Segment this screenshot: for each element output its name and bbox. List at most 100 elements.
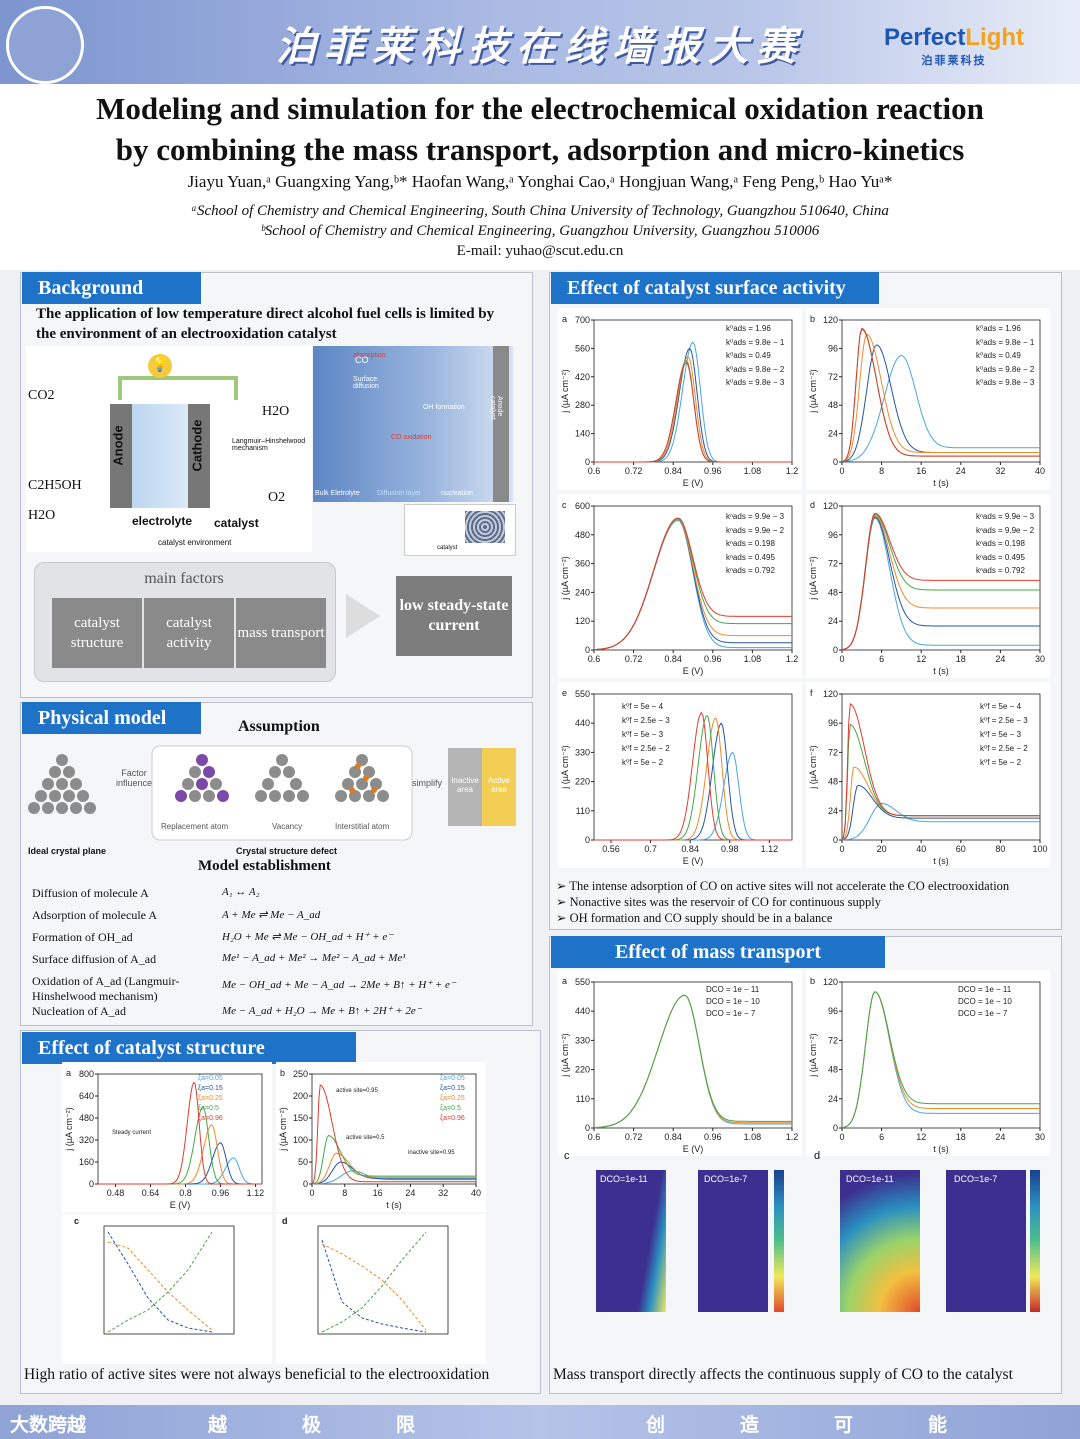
x-tick-label: 0 (309, 1188, 314, 1198)
legend-entry: k⁰f = 5e − 2 (980, 758, 1022, 767)
structure-legend-b: ξa=0.05 ξa=0.15 ξa=0.25 ξa=0.5 ξa=0.96 (440, 1074, 465, 1124)
series-line (841, 512, 1040, 651)
co-stack: CO (355, 354, 369, 366)
x-tick-label: 32 (995, 466, 1005, 476)
legend-entry: kⁿads = 0.495 (726, 552, 775, 562)
x-tick-label: 1.08 (744, 1132, 762, 1142)
legend-entry: k⁰f = 5e − 3 (622, 730, 664, 739)
model-row-name: Adsorption of molecule A (32, 908, 157, 922)
mechanism-diagram: absorption Surface diffusion OH formatio… (313, 346, 513, 502)
structure-heading: Effect of catalyst structure (22, 1032, 356, 1064)
x-axis-label: E (V) (170, 1200, 191, 1210)
electrolyte-block (132, 404, 188, 508)
x-axis-label: t (s) (933, 1144, 949, 1154)
banner (0, 0, 1080, 84)
series-line (594, 517, 792, 651)
plot-frame (593, 319, 793, 463)
series-line (841, 354, 1040, 463)
legend-entry: ξa=0.96 (440, 1115, 465, 1122)
y-tick-label: 360 (575, 559, 590, 569)
panel-letter: a (66, 1068, 71, 1078)
activity-legend-a: k⁰ads = 1.96 k⁰ads = 9.8e − 1 k⁰ads = 0.… (726, 322, 784, 390)
y-tick-label: 140 (575, 429, 590, 439)
bullet-item: ➢ OH formation and CO supply should be i… (556, 911, 833, 925)
y-tick-label: 96 (828, 1006, 838, 1016)
plot-frame (311, 1073, 477, 1185)
bulk-electrolyte-label: Bulk Eletrolyte (315, 490, 360, 497)
series-line (841, 515, 1040, 651)
y-tick-label: 150 (293, 1113, 308, 1123)
bullet-text: OH formation and CO supply should be in … (569, 911, 833, 925)
university-logo (6, 6, 84, 84)
legend-entry: k⁰ads = 9.8e − 3 (976, 378, 1035, 387)
crystal-diagram (28, 745, 516, 841)
y-tick-label: 320 (79, 1135, 94, 1145)
panel-letter: d (282, 1216, 288, 1226)
series-line (311, 1135, 476, 1185)
y-tick-label: 48 (828, 1065, 838, 1075)
legend-entry: kⁿads = 0.792 (726, 566, 775, 575)
series-line (841, 991, 1040, 1129)
x-tick-label: 30 (1035, 1132, 1045, 1142)
y-tick-label: 250 (293, 1069, 308, 1079)
bullet-text: The intense adsorption of CO on active s… (569, 879, 1010, 893)
ethanol-label: C2H5OH (28, 478, 82, 493)
active95-note: active site=0.95 (336, 1088, 378, 1094)
y-tick-label: 48 (828, 400, 838, 410)
background-heading: Background (22, 272, 201, 304)
x-tick-label: 1.2 (786, 466, 799, 476)
legend-entry: ξa=0.15 (440, 1085, 465, 1092)
x-tick-label: 80 (995, 844, 1005, 854)
structure-chart-c: c (62, 1214, 272, 1364)
x-tick-label: 0.98 (721, 844, 739, 854)
x-tick-label: 6 (879, 1132, 884, 1142)
plot-frame (841, 505, 1041, 651)
y-tick-label: 640 (79, 1091, 94, 1101)
legend-entry: k⁰ads = 0.49 (976, 351, 1021, 360)
h2o-top-label: H2O (262, 404, 290, 419)
x-tick-label: 1.2 (786, 654, 799, 664)
co-oxidation-label: CO oxidation (391, 434, 432, 441)
affiliation-b: ᵇSchool of Chemistry and Chemical Engine… (260, 223, 820, 239)
x-tick-label: 1.2 (786, 1132, 799, 1142)
legend-entry: k⁰ads = 9.8e − 1 (726, 337, 785, 347)
x-tick-label: 1.12 (247, 1188, 265, 1198)
logo-sub: 泊菲莱科技 (921, 54, 987, 67)
bulb-icon: 💡 (148, 354, 172, 378)
legend-entry: kⁿads = 9.9e − 2 (976, 525, 1035, 535)
y-tick-label: 480 (575, 530, 590, 540)
x-axis-label: E (V) (683, 1144, 704, 1154)
x-tick-label: 0.96 (212, 1188, 230, 1198)
y-tick-label: 420 (575, 372, 590, 382)
banner-title: 泊菲莱科技在线墙报大赛 (276, 23, 804, 70)
structure-chart-d: d (276, 1214, 486, 1364)
y-tick-label: 280 (575, 400, 590, 410)
footer-brand: 大数跨越 (10, 1414, 87, 1436)
title-line-2: by combining the mass transport, adsorpt… (115, 132, 965, 167)
legend-entry: kⁿads = 9.9e − 3 (726, 512, 785, 521)
footer-char: 造 (740, 1414, 760, 1436)
x-tick-label: 0.56 (602, 844, 620, 854)
x-tick-label: 0.96 (704, 1132, 722, 1142)
legend-entry: k⁰ads = 9.8e − 1 (976, 337, 1035, 347)
legend-entry: ξa=0.25 (198, 1095, 223, 1102)
y-tick-label: 96 (828, 343, 838, 353)
y-tick-label: 96 (828, 530, 838, 540)
footer-char: 极 (302, 1414, 322, 1436)
plot-frame (841, 319, 1041, 463)
y-tick-label: 72 (828, 1035, 838, 1045)
factor-catalyst-structure: catalyst structure (52, 598, 142, 668)
y-tick-label: 220 (575, 1065, 590, 1075)
structure-chart-a: a 0.48 0.64 0.8 0.96 1.12 0 160 320 480 640 800 E (V… (62, 1062, 272, 1212)
legend-entry: DCO = 1e − 11 (958, 985, 1012, 994)
x-tick-label: 24 (956, 466, 966, 476)
mass-legend-b: DCO = 1e − 11 DCO = 1e − 10 DCO = 1e − 7 (958, 984, 1012, 1020)
footer-char: 可 (834, 1414, 854, 1436)
y-tick-label: 0 (585, 1123, 590, 1133)
x-tick-label: 32 (438, 1188, 448, 1198)
bullet-item: ➢ Nonactive sites was the reservoir of C… (556, 895, 882, 909)
panel-letter: a (562, 314, 567, 324)
panel-letter: b (810, 976, 815, 986)
legend-entry: k⁰ads = 9.8e − 3 (726, 378, 785, 387)
panel-letter: c (562, 500, 567, 510)
